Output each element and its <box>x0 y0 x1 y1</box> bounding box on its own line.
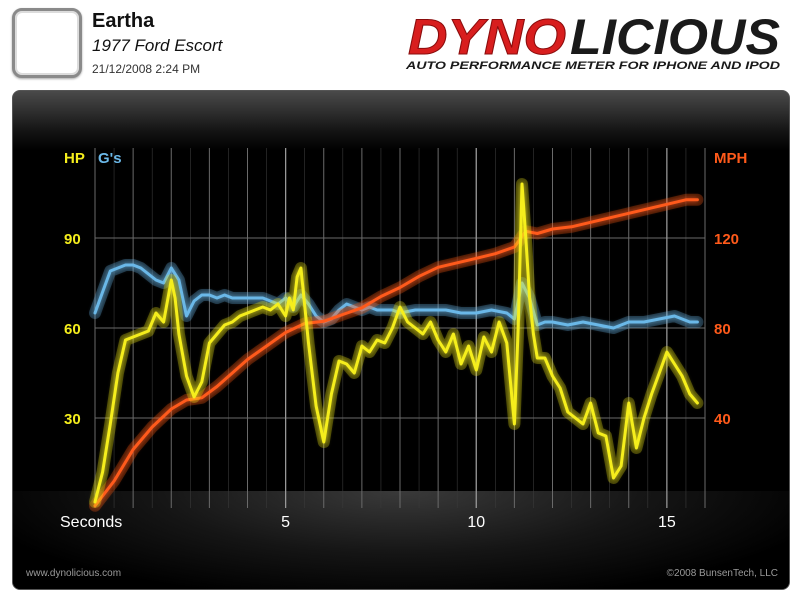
x-tick-label: 5 <box>281 514 290 531</box>
x-axis-label: Seconds <box>60 514 122 531</box>
axes: HP G's MPH Seconds 30 60 90 40 80 120 5 10 15 <box>60 150 747 531</box>
car-name: Eartha <box>92 10 155 32</box>
right-tick-label: 80 <box>714 321 731 338</box>
series-glow-hp <box>89 178 704 508</box>
grid <box>94 148 706 508</box>
series-line-gs <box>93 263 699 330</box>
series-lines <box>89 178 704 512</box>
right-axis-label-mph: MPH <box>714 150 747 167</box>
logo-brand-part2: LICIOUS <box>570 9 780 65</box>
footer-copyright: ©2008 BunsenTech, LLC <box>666 568 778 579</box>
footer-website[interactable]: www.dynolicious.com <box>26 568 122 579</box>
left-tick-label: 30 <box>64 411 81 428</box>
reflection-floor <box>13 491 789 589</box>
left-axis-label-hp: HP <box>64 150 85 167</box>
car-model: 1977 Ford Escort <box>92 36 223 55</box>
x-tick-label: 10 <box>467 514 485 531</box>
x-tick-label: 15 <box>658 514 676 531</box>
right-tick-label: 120 <box>714 231 739 248</box>
dynolicious-logo: DYNO LICIOUS AUTO PERFORMANCE METER FOR … <box>405 9 780 73</box>
logo-brand-part1: DYNO <box>408 9 566 65</box>
car-photo-placeholder[interactable] <box>12 8 82 78</box>
left-tick-label: 60 <box>64 321 81 338</box>
logo-tagline: AUTO PERFORMANCE METER FOR IPHONE AND IP… <box>405 60 780 72</box>
series-line-mph <box>93 198 699 508</box>
header: Eartha 1977 Ford Escort 21/12/2008 2:24 … <box>0 0 800 88</box>
right-tick-label: 40 <box>714 411 731 428</box>
left-axis-label-gs: G's <box>98 150 122 167</box>
left-tick-label: 90 <box>64 231 81 248</box>
chart-panel <box>12 90 790 590</box>
run-date: 21/12/2008 2:24 PM <box>92 62 201 76</box>
series-line-hp <box>93 182 699 504</box>
